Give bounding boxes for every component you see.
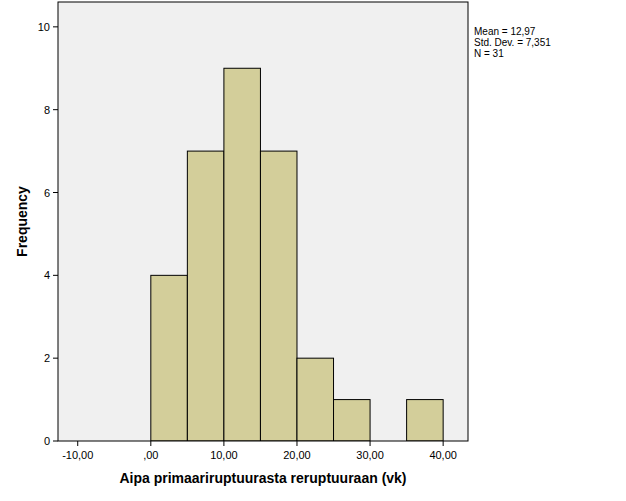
- y-tick-label: 8: [44, 104, 50, 116]
- x-tick: [296, 441, 297, 446]
- y-tick-label: 6: [44, 187, 50, 199]
- x-tick-label: 30,00: [356, 449, 384, 461]
- x-tick: [370, 441, 371, 446]
- histogram-bar: [407, 400, 444, 441]
- y-axis-label: Frequency: [14, 186, 30, 257]
- y-tick-label: 10: [38, 21, 50, 33]
- y-tick-label: 2: [44, 352, 50, 364]
- plot-frame: [58, 2, 468, 441]
- x-tick: [77, 441, 78, 446]
- x-tick-label: 20,00: [283, 449, 311, 461]
- plot-background: [58, 2, 468, 441]
- x-tick-label: 10,00: [210, 449, 238, 461]
- x-tick-label: 40,00: [429, 449, 457, 461]
- y-tick: [53, 275, 58, 276]
- y-tick-label: 4: [44, 269, 50, 281]
- x-tick-label: -10,00: [62, 449, 93, 461]
- y-tick: [53, 109, 58, 110]
- histogram-bar: [187, 151, 224, 441]
- x-tick-label: ,00: [143, 449, 158, 461]
- stat-annotation: Mean = 12,97: [474, 26, 536, 37]
- y-tick: [53, 441, 58, 442]
- x-tick: [150, 441, 151, 446]
- histogram-bar: [297, 358, 334, 441]
- stat-annotation: Std. Dev. = 7,351: [474, 37, 551, 48]
- histogram-bar: [260, 151, 297, 441]
- chart-root: 0 2 4 6 8 10 -10,00 ,00 10,00 20,00 30,00 40,00 Aipa…: [0, 0, 626, 501]
- x-tick: [223, 441, 224, 446]
- y-tick-label: 0: [44, 435, 50, 447]
- y-tick: [53, 358, 58, 359]
- histogram-bar: [224, 68, 261, 441]
- x-tick: [443, 441, 444, 446]
- histogram-bar: [151, 275, 188, 441]
- chart: 0 2 4 6 8 10 -10,00 ,00 10,00 20,00 30,00 40,00 Aipa…: [0, 0, 626, 501]
- bars: [151, 68, 443, 441]
- stat-annotation: N = 31: [474, 48, 504, 59]
- x-axis-label: Aipa primaariruptuurasta reruptuuraan (v…: [119, 470, 406, 486]
- y-tick: [53, 192, 58, 193]
- histogram-bar: [334, 400, 371, 441]
- y-tick: [53, 26, 58, 27]
